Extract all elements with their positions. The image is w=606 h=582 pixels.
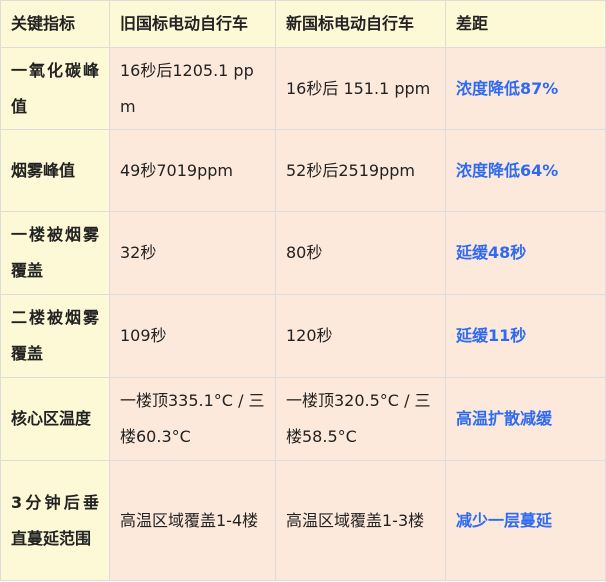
header-metric: 关键指标 [0, 0, 110, 48]
header-row: 关键指标 旧国标电动自行车 新国标电动自行车 差距 [0, 0, 606, 48]
header-new-standard: 新国标电动自行车 [275, 0, 446, 48]
new-standard-cell: 80秒 [275, 211, 446, 295]
difference-cell: 延缓48秒 [445, 211, 606, 295]
old-standard-cell: 一楼顶335.1°C / 三楼60.3°C [109, 377, 276, 461]
old-standard-cell: 49秒7019ppm [109, 129, 276, 212]
difference-cell: 高温扩散减缓 [445, 377, 606, 461]
metric-cell: 一楼被烟雾覆盖 [0, 211, 110, 295]
difference-cell: 减少一层蔓延 [445, 460, 606, 581]
table-row: 烟雾峰值 49秒7019ppm 52秒后2519ppm 浓度降低64% [0, 129, 606, 212]
header-difference: 差距 [445, 0, 606, 48]
metric-cell: 一氧化碳峰值 [0, 47, 110, 130]
old-standard-cell: 高温区域覆盖1-4楼 [109, 460, 276, 581]
header-old-standard: 旧国标电动自行车 [109, 0, 276, 48]
old-standard-cell: 32秒 [109, 211, 276, 295]
metric-cell: 3分钟后垂直蔓延范围 [0, 460, 110, 581]
new-standard-cell: 16秒后 151.1 ppm [275, 47, 446, 130]
difference-cell: 浓度降低87% [445, 47, 606, 130]
table-row: 3分钟后垂直蔓延范围 高温区域覆盖1-4楼 高温区域覆盖1-3楼 减少一层蔓延 [0, 460, 606, 581]
new-standard-cell: 120秒 [275, 294, 446, 378]
new-standard-cell: 一楼顶320.5°C / 三楼58.5°C [275, 377, 446, 461]
table-row: 核心区温度 一楼顶335.1°C / 三楼60.3°C 一楼顶320.5°C / 三… [0, 377, 606, 461]
metric-cell: 烟雾峰值 [0, 129, 110, 212]
metric-cell: 二楼被烟雾覆盖 [0, 294, 110, 378]
new-standard-cell: 52秒后2519ppm [275, 129, 446, 212]
difference-cell: 延缓11秒 [445, 294, 606, 378]
new-standard-cell: 高温区域覆盖1-3楼 [275, 460, 446, 581]
table-row: 二楼被烟雾覆盖 109秒 120秒 延缓11秒 [0, 294, 606, 378]
metric-cell: 核心区温度 [0, 377, 110, 461]
old-standard-cell: 16秒后1205.1 ppm [109, 47, 276, 130]
table-row: 一楼被烟雾覆盖 32秒 80秒 延缓48秒 [0, 211, 606, 295]
old-standard-cell: 109秒 [109, 294, 276, 378]
difference-cell: 浓度降低64% [445, 129, 606, 212]
table-row: 一氧化碳峰值 16秒后1205.1 ppm 16秒后 151.1 ppm 浓度降低87… [0, 47, 606, 130]
